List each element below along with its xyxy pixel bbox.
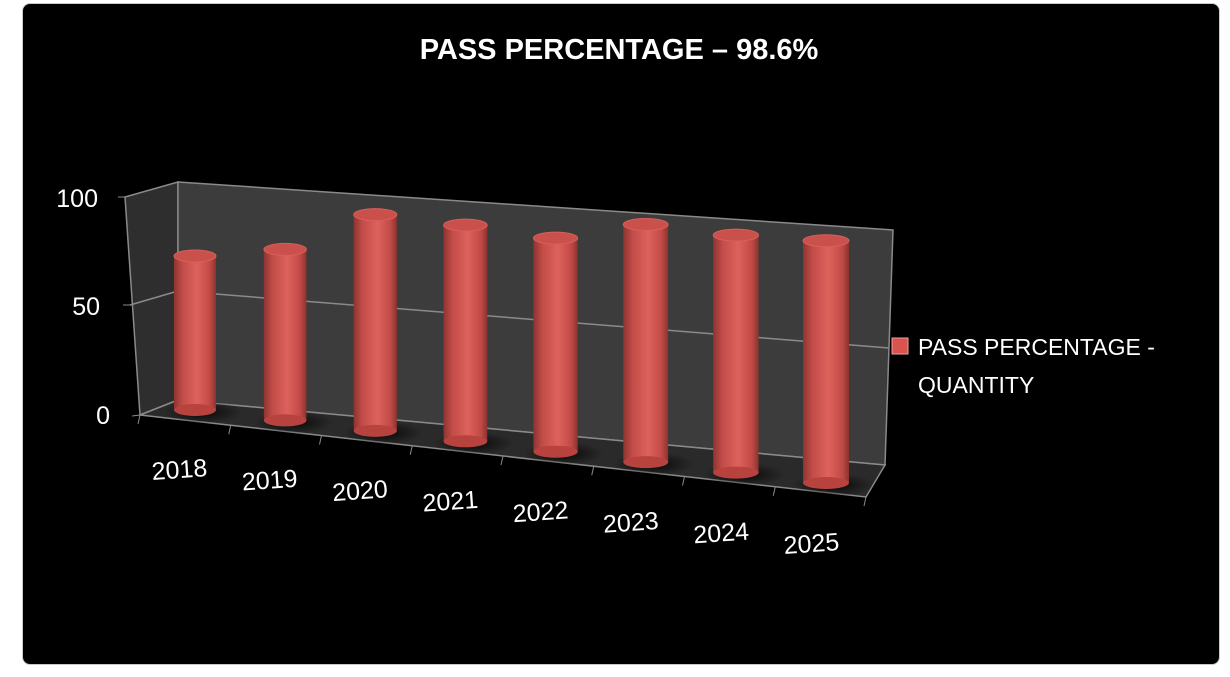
bar-base bbox=[174, 404, 216, 416]
bar-base bbox=[263, 414, 307, 427]
x-tick-mark bbox=[772, 486, 776, 496]
bar-2019 bbox=[253, 242, 333, 435]
x-tick-mark bbox=[682, 476, 685, 486]
bar-2023 bbox=[613, 217, 695, 477]
bar-base bbox=[443, 435, 488, 448]
bar-2024 bbox=[703, 228, 785, 487]
y-tick-label: 0 bbox=[96, 402, 110, 430]
x-tick-label: 2023 bbox=[602, 507, 659, 539]
x-tick-mark bbox=[137, 414, 141, 425]
x-tick-label: 2022 bbox=[512, 496, 569, 528]
bar-base bbox=[533, 445, 578, 458]
bar-2018 bbox=[164, 249, 242, 424]
bar-2021 bbox=[433, 218, 514, 456]
bar-2022 bbox=[523, 231, 604, 466]
bar-2020 bbox=[343, 208, 423, 445]
x-tick-label: 2025 bbox=[783, 528, 840, 560]
bar-top bbox=[622, 217, 669, 231]
bar-2025 bbox=[793, 234, 875, 497]
x-tick-label: 2019 bbox=[241, 465, 298, 497]
chart-title: PASS PERCENTAGE – 98.6% bbox=[420, 34, 819, 66]
gridline-50 bbox=[129, 290, 179, 306]
y-tick-label: 100 bbox=[56, 185, 98, 213]
bar-top bbox=[443, 218, 488, 232]
x-tick-label: 2020 bbox=[331, 475, 388, 507]
bar-top bbox=[712, 228, 760, 242]
bar-top bbox=[263, 242, 307, 256]
legend-label: QUANTITY bbox=[918, 372, 1034, 398]
x-tick-label: 2018 bbox=[151, 454, 208, 486]
bar-body bbox=[623, 224, 669, 463]
x-tick-mark bbox=[863, 496, 867, 507]
legend-marker bbox=[891, 337, 909, 355]
tick-mark bbox=[131, 414, 141, 417]
bar-body bbox=[353, 214, 397, 431]
x-tick-mark bbox=[500, 455, 504, 466]
x-tick-mark bbox=[228, 425, 232, 435]
x-tick-mark bbox=[409, 445, 413, 455]
bar-base bbox=[803, 477, 849, 489]
bar-body bbox=[533, 238, 578, 452]
bar-body bbox=[803, 240, 849, 483]
bar-base bbox=[713, 466, 759, 479]
bar-top bbox=[353, 208, 398, 222]
bar-base bbox=[623, 456, 669, 469]
bar-top bbox=[532, 231, 579, 245]
bar-body bbox=[713, 235, 759, 473]
x-tick-mark bbox=[319, 435, 322, 445]
bar-top bbox=[173, 249, 217, 263]
bar-body bbox=[443, 225, 488, 442]
x-tick-label: 2024 bbox=[692, 518, 750, 550]
bar-body bbox=[263, 249, 307, 421]
bar-base bbox=[353, 424, 397, 437]
x-tick-mark bbox=[591, 466, 595, 476]
bar-body bbox=[174, 256, 216, 410]
legend-label: PASS PERCENTAGE - bbox=[918, 334, 1155, 360]
y-tick-label: 50 bbox=[72, 293, 100, 321]
x-tick-label: 2021 bbox=[422, 486, 479, 518]
bar-top bbox=[802, 234, 850, 248]
